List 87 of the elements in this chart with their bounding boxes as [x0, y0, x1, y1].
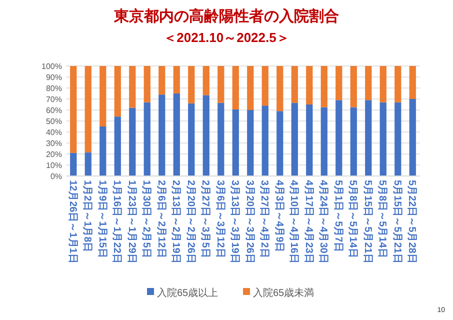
bar: [291, 66, 298, 103]
x-tick-label: 5月15日～5月21日: [391, 180, 402, 264]
x-tick-label: 3月6日～3月12日: [214, 180, 226, 258]
bar: [336, 100, 342, 176]
bar: [320, 66, 328, 108]
bar: [320, 107, 328, 176]
x-tick-label: 5月8日～5月14日: [347, 180, 358, 258]
bar: [100, 126, 106, 176]
x-tick-label: 4月3日～4月9日: [273, 180, 284, 252]
y-tick-label: 0%: [50, 172, 62, 181]
x-tick-label: 4月17日～4月23日: [302, 180, 314, 264]
bar: [394, 66, 402, 102]
x-tick-label: 1月9日～1月15日: [96, 180, 108, 258]
bar: [158, 66, 166, 95]
y-tick-label: 60%: [46, 106, 62, 115]
chart-subtitle: ＜2021.10～2022.5＞: [164, 30, 290, 45]
bar: [306, 104, 313, 176]
bar: [218, 102, 224, 176]
bar: [350, 107, 357, 176]
bar: [158, 94, 166, 176]
bar: [262, 66, 268, 106]
x-tick-label: 5月15日～5月21日: [362, 180, 373, 264]
x-tick-label: 1月2日～1月8日: [82, 180, 93, 252]
bar: [394, 102, 402, 176]
y-tick-label: 30%: [46, 139, 62, 148]
legend-label: 入院65歳以上: [157, 287, 218, 299]
bar: [188, 66, 195, 104]
bar: [336, 66, 342, 100]
bar: [144, 102, 150, 176]
x-tick-label: 5月22日～5月28日: [406, 180, 418, 264]
bar: [129, 66, 136, 108]
bar: [202, 66, 210, 96]
x-tick-label: 4月24日～4月30日: [318, 180, 329, 264]
bar: [380, 102, 386, 176]
bar: [114, 66, 121, 117]
bar: [247, 110, 254, 176]
bar: [144, 66, 150, 102]
y-tick-label: 20%: [46, 150, 62, 159]
bar: [70, 152, 77, 176]
y-tick-label: 10%: [46, 161, 62, 170]
bar: [188, 103, 195, 176]
bar: [129, 108, 136, 176]
bar: [350, 66, 357, 108]
chart-title: 東京都内の高齢陽性者の入院割合: [113, 7, 339, 25]
bar: [232, 109, 239, 176]
y-tick-label: 90%: [46, 73, 62, 82]
bar: [380, 66, 386, 102]
bar: [84, 152, 92, 176]
bar: [276, 111, 284, 176]
bar: [262, 106, 268, 176]
x-tick-label: 3月20日～3月26日: [244, 180, 255, 264]
y-tick-label: 80%: [46, 84, 62, 93]
x-tick-label: 5月1日～5月7日: [332, 180, 344, 252]
y-tick-label: 40%: [46, 128, 62, 137]
y-tick-label: 70%: [46, 95, 62, 104]
x-tick-label: 1月30日～2月5日: [140, 180, 152, 258]
bar: [202, 95, 210, 176]
bar: [291, 102, 298, 176]
x-tick-label: 2月27日～3月5日: [200, 180, 211, 258]
bar: [173, 94, 180, 176]
bar: [306, 66, 313, 104]
bar: [409, 66, 416, 99]
bar: [365, 100, 372, 176]
bar: [218, 66, 224, 103]
x-tick-label: 1月16日～1月22日: [111, 180, 122, 264]
bar: [84, 66, 92, 152]
bar: [70, 66, 77, 153]
x-tick-label: 1月23日～1月29日: [126, 180, 137, 264]
x-tick-label: 2月6日～2月12日: [155, 180, 166, 258]
x-tick-label: 2月13日～2月19日: [170, 180, 182, 264]
bar: [100, 66, 106, 126]
bar: [173, 66, 180, 94]
x-tick-label: 4月10日～4月16日: [288, 180, 300, 264]
x-tick-label: 2月20日～2月26日: [184, 180, 196, 264]
x-tick-label: 3月13日～3月19日: [229, 180, 240, 264]
bar: [232, 66, 239, 110]
x-tick-label: 3月27日～4月2日: [258, 180, 270, 258]
bar: [365, 66, 372, 100]
bar: [114, 116, 121, 176]
x-tick-label: 12月26日～1月1日: [66, 180, 78, 264]
y-tick-label: 100%: [42, 62, 62, 71]
bar: [247, 66, 254, 110]
bar: [276, 66, 284, 112]
legend-label: 入院65歳未満: [253, 287, 314, 299]
bar: [409, 99, 416, 176]
x-tick-label: 5月8日～5月14日: [376, 180, 388, 258]
y-tick-label: 50%: [46, 117, 62, 126]
